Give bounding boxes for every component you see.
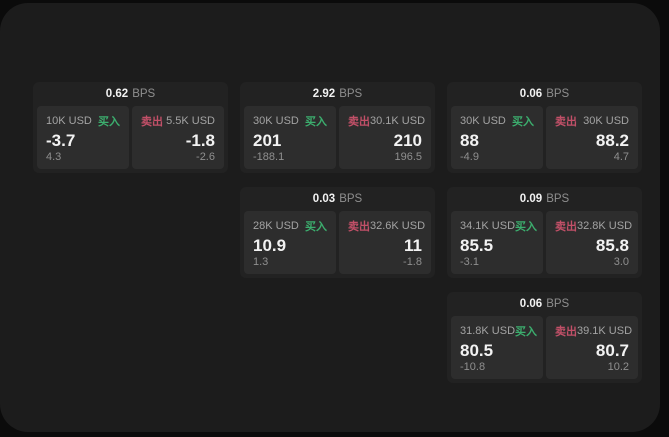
sell-panel[interactable]: 卖出 30K USD 88.2 4.7 (546, 106, 638, 169)
quote-card[interactable]: 0.09 BPS 34.1K USD 买入 85.5 -3.1 卖出 32.8K… (447, 187, 642, 278)
sell-price: 210 (393, 130, 422, 150)
spread-bps-value: 2.92 (312, 88, 336, 100)
sell-panel[interactable]: 卖出 5.5K USD -1.8 -2.6 (132, 106, 224, 169)
buy-panel[interactable]: 28K USD 买入 10.9 1.3 (244, 211, 336, 274)
sell-price: 80.7 (595, 340, 629, 360)
buy-price: 80.5 (460, 340, 494, 360)
sell-size: 30.1K USD (370, 115, 426, 127)
buy-change: -3.1 (460, 256, 479, 268)
buy-change: -10.8 (460, 361, 486, 373)
sell-label: 卖出 (141, 116, 163, 128)
quote-card[interactable]: 2.92 BPS 30K USD 买入 201 -188.1 卖出 30.1K … (240, 82, 435, 173)
buy-size: 30K USD (460, 115, 506, 127)
spread-bps-unit: BPS (546, 193, 570, 205)
buy-panel[interactable]: 34.1K USD 买入 85.5 -3.1 (451, 211, 543, 274)
sell-price: 11 (404, 235, 422, 255)
spread-bps-value: 0.06 (519, 88, 543, 100)
buy-label: 买入 (305, 116, 327, 128)
buy-size: 28K USD (253, 220, 299, 232)
sell-change: 3.0 (613, 256, 629, 268)
sell-label: 卖出 (348, 221, 370, 233)
sell-panel[interactable]: 卖出 30.1K USD 210 196.5 (339, 106, 431, 169)
buy-change: 1.3 (253, 256, 269, 268)
spread-header: 0.03 BPS (244, 187, 431, 211)
buy-price: -3.7 (46, 130, 76, 150)
buy-size: 30K USD (253, 115, 299, 127)
sell-panel[interactable]: 卖出 32.6K USD 11 -1.8 (339, 211, 431, 274)
app-window: 0.62 BPS 10K USD 买入 -3.7 4.3 卖出 5.5K USD (0, 3, 660, 432)
quote-card[interactable]: 0.62 BPS 10K USD 买入 -3.7 4.3 卖出 5.5K USD (33, 82, 228, 173)
buy-price: 10.9 (253, 235, 287, 255)
sell-size: 32.8K USD (577, 220, 633, 232)
buy-change: -4.9 (460, 151, 479, 163)
buy-label: 买入 (512, 116, 534, 128)
buy-price: 201 (253, 130, 282, 150)
spread-bps-unit: BPS (546, 88, 570, 100)
spread-bps-unit: BPS (339, 193, 363, 205)
sell-change: -1.8 (403, 256, 422, 268)
sell-label: 卖出 (555, 326, 577, 338)
spread-header: 0.06 BPS (451, 292, 638, 316)
buy-panel[interactable]: 10K USD 买入 -3.7 4.3 (37, 106, 129, 169)
sell-price: 85.8 (595, 235, 629, 255)
quote-card[interactable]: 0.06 BPS 31.8K USD 买入 80.5 -10.8 卖出 39.1… (447, 292, 642, 383)
buy-panel[interactable]: 30K USD 买入 201 -188.1 (244, 106, 336, 169)
spread-bps-value: 0.06 (519, 298, 543, 310)
buy-panel[interactable]: 30K USD 买入 88 -4.9 (451, 106, 543, 169)
sell-size: 30K USD (583, 115, 629, 127)
buy-price: 88 (460, 130, 479, 150)
spread-bps-unit: BPS (132, 88, 156, 100)
sell-label: 卖出 (348, 116, 370, 128)
buy-label: 买入 (515, 221, 538, 233)
buy-size: 34.1K USD (460, 220, 516, 232)
spread-bps-unit: BPS (339, 88, 363, 100)
buy-label: 买入 (98, 116, 120, 128)
sell-change: 10.2 (607, 361, 629, 373)
sell-change: 196.5 (394, 151, 422, 163)
spread-bps-value: 0.62 (105, 88, 129, 100)
spread-header: 0.06 BPS (451, 82, 638, 106)
sell-price: -1.8 (185, 130, 215, 150)
sell-panel[interactable]: 卖出 32.8K USD 85.8 3.0 (546, 211, 638, 274)
spread-bps-value: 0.09 (519, 193, 543, 205)
sell-change: 4.7 (613, 151, 629, 163)
sell-panel[interactable]: 卖出 39.1K USD 80.7 10.2 (546, 316, 638, 379)
buy-change: -188.1 (253, 151, 285, 163)
quote-card[interactable]: 0.06 BPS 30K USD 买入 88 -4.9 卖出 30K USD (447, 82, 642, 173)
buy-size: 10K USD (46, 115, 92, 127)
buy-label: 买入 (305, 221, 327, 233)
sell-size: 39.1K USD (577, 325, 633, 337)
spread-bps-value: 0.03 (312, 193, 336, 205)
spread-bps-unit: BPS (546, 298, 570, 310)
sell-change: -2.6 (196, 151, 215, 163)
buy-label: 买入 (515, 326, 538, 338)
buy-panel[interactable]: 31.8K USD 买入 80.5 -10.8 (451, 316, 543, 379)
buy-price: 85.5 (460, 235, 494, 255)
sell-size: 5.5K USD (166, 115, 215, 127)
buy-size: 31.8K USD (460, 325, 516, 337)
spread-header: 0.62 BPS (37, 82, 224, 106)
quotes-grid: 0.62 BPS 10K USD 买入 -3.7 4.3 卖出 5.5K USD (33, 82, 642, 383)
buy-change: 4.3 (46, 151, 62, 163)
sell-price: 88.2 (595, 130, 629, 150)
sell-label: 卖出 (555, 116, 577, 128)
sell-label: 卖出 (555, 221, 577, 233)
spread-header: 2.92 BPS (244, 82, 431, 106)
sell-size: 32.6K USD (370, 220, 426, 232)
quote-card[interactable]: 0.03 BPS 28K USD 买入 10.9 1.3 卖出 32.6K US… (240, 187, 435, 278)
spread-header: 0.09 BPS (451, 187, 638, 211)
